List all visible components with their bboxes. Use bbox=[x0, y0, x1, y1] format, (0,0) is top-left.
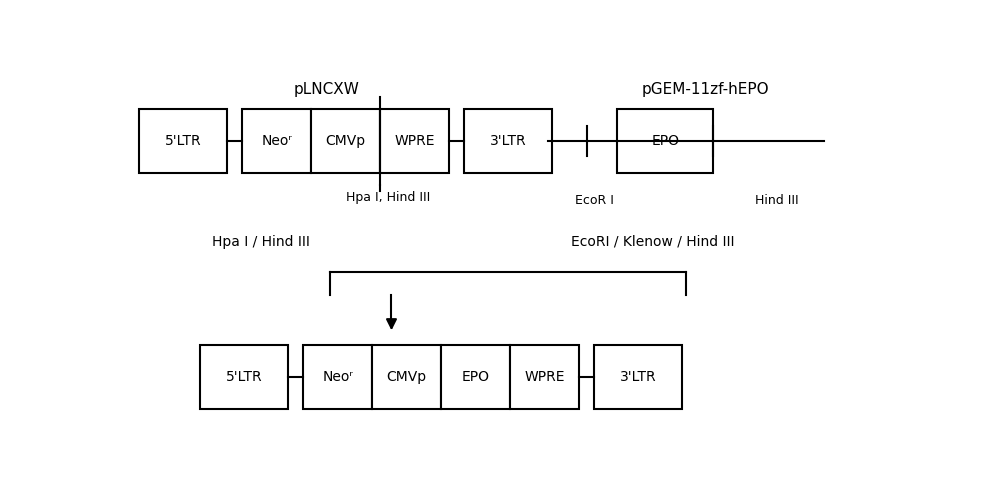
Text: CMVp: CMVp bbox=[325, 134, 366, 148]
Bar bbox=[311, 109, 380, 173]
Text: 3'LTR: 3'LTR bbox=[490, 134, 527, 148]
Text: CMVp: CMVp bbox=[386, 370, 427, 384]
Text: WPRE: WPRE bbox=[525, 370, 565, 384]
Text: Hind III: Hind III bbox=[755, 194, 799, 207]
Bar bbox=[372, 345, 442, 409]
Bar bbox=[242, 109, 311, 173]
Text: EcoRI / Klenow / Hind III: EcoRI / Klenow / Hind III bbox=[571, 235, 735, 249]
Text: EPO: EPO bbox=[461, 370, 490, 384]
Bar bbox=[618, 109, 713, 173]
Bar bbox=[138, 109, 227, 173]
Bar bbox=[442, 345, 510, 409]
Bar bbox=[464, 109, 552, 173]
Text: Hpa I, Hind III: Hpa I, Hind III bbox=[346, 191, 430, 204]
Text: Hpa I / Hind III: Hpa I / Hind III bbox=[211, 235, 309, 249]
Text: EcoR I: EcoR I bbox=[575, 194, 615, 207]
Text: Neoʳ: Neoʳ bbox=[261, 134, 292, 148]
Text: Neoʳ: Neoʳ bbox=[322, 370, 354, 384]
Text: EPO: EPO bbox=[651, 134, 679, 148]
Bar bbox=[380, 109, 449, 173]
Text: 5'LTR: 5'LTR bbox=[226, 370, 263, 384]
Bar bbox=[510, 345, 579, 409]
Bar bbox=[595, 345, 683, 409]
Text: pGEM-11zf-hEPO: pGEM-11zf-hEPO bbox=[641, 82, 770, 97]
Text: 3'LTR: 3'LTR bbox=[620, 370, 657, 384]
Bar bbox=[303, 345, 372, 409]
Bar bbox=[200, 345, 288, 409]
Text: WPRE: WPRE bbox=[394, 134, 435, 148]
Text: 5'LTR: 5'LTR bbox=[165, 134, 202, 148]
Text: pLNCXW: pLNCXW bbox=[293, 82, 360, 97]
